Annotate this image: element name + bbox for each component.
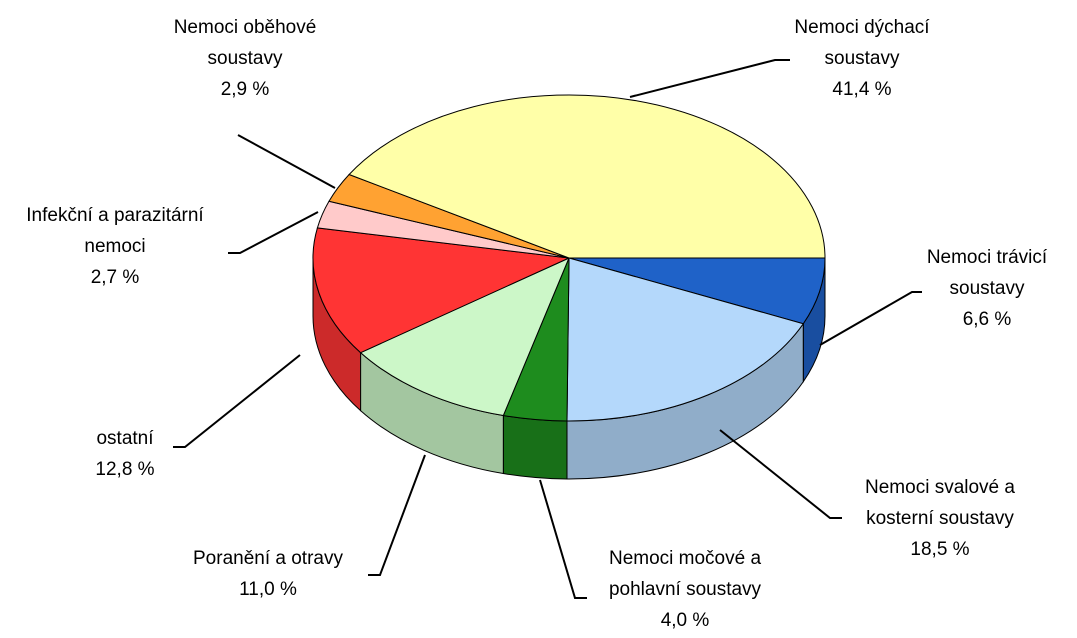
value-label: 2,7 % <box>90 267 140 288</box>
value-label: 11,0 % <box>239 579 297 600</box>
leader-line <box>719 429 842 519</box>
leader-line <box>629 59 790 98</box>
category-name: Nemoci svalové a kosterní soustavy <box>865 477 1015 529</box>
value-label: 6,6 % <box>962 309 1012 330</box>
value-label: 41,4 % <box>832 79 892 100</box>
slice-label: Nemoci dýchací soustavy 41,4 % <box>767 12 957 105</box>
leader-line <box>368 454 426 576</box>
value-label: 18,5 % <box>910 539 970 560</box>
category-name: Nemoci trávicí soustavy <box>926 247 1048 299</box>
category-name: Nemoci oběhové soustavy <box>173 17 317 69</box>
slice-side <box>502 414 568 480</box>
slice-label: Nemoci oběhové soustavy 2,9 % <box>150 12 340 105</box>
slice <box>566 257 805 422</box>
leader-line <box>237 134 336 189</box>
slice <box>348 94 826 259</box>
slice-label: Infekční a parazitární nemoci 2,7 % <box>0 200 230 293</box>
leader-line <box>228 211 319 254</box>
value-label: 2,9 % <box>220 79 270 100</box>
slice-label: Nemoci trávicí soustavy 6,6 % <box>902 242 1072 335</box>
value-label: 4,0 % <box>660 610 710 631</box>
leader-line <box>173 354 301 448</box>
category-name: ostatní <box>96 428 154 449</box>
leader-line <box>819 291 922 346</box>
category-name: Nemoci dýchací soustavy <box>794 17 930 69</box>
category-name: Infekční a parazitární nemoci <box>26 205 204 257</box>
slice-label: Nemoci močové a pohlavní soustavy 4,0 % <box>585 543 785 636</box>
value-label: 12,8 % <box>95 459 155 480</box>
slice-label: Poranění a otravy 11,0 % <box>153 543 383 605</box>
slice <box>359 257 570 417</box>
slice-label: Nemoci svalové a kosterní soustavy 18,5 % <box>835 472 1045 565</box>
leader-line <box>539 479 587 599</box>
slice <box>312 227 571 354</box>
category-name: Nemoci močové a pohlavní soustavy <box>608 548 762 600</box>
category-name: Poranění a otravy <box>193 548 343 569</box>
slice-label: ostatní 12,8 % <box>70 423 180 485</box>
